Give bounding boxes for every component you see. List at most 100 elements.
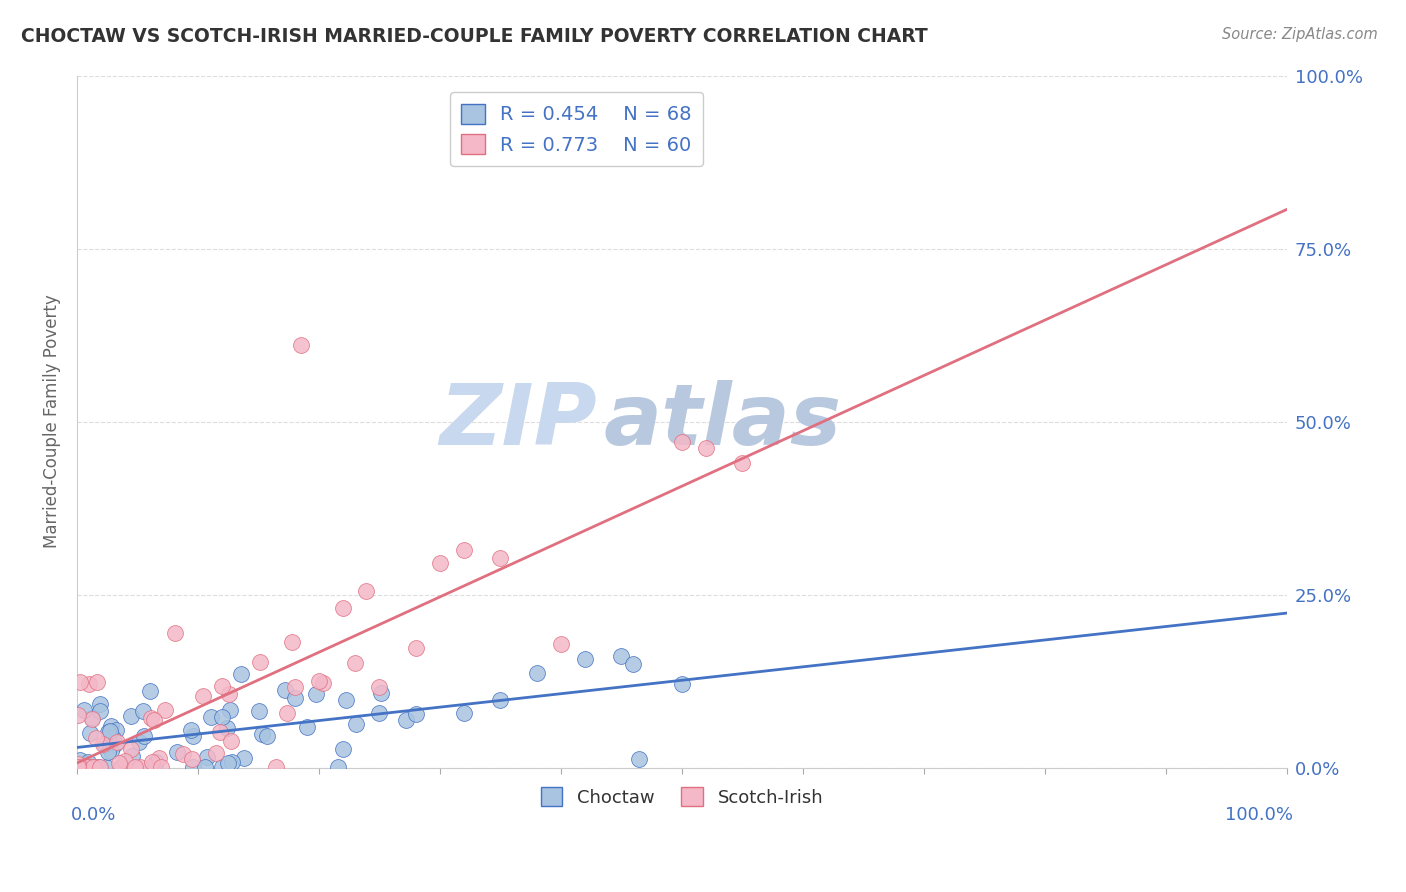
Point xyxy=(120,709,142,723)
Point xyxy=(405,641,427,656)
Point xyxy=(183,730,205,744)
Point xyxy=(114,754,136,768)
Point xyxy=(208,724,231,739)
Point xyxy=(526,665,548,680)
Point xyxy=(489,551,512,566)
Point xyxy=(89,760,111,774)
Point xyxy=(134,729,156,743)
Point xyxy=(368,706,391,720)
Point xyxy=(204,746,226,760)
Point xyxy=(335,693,357,707)
Point xyxy=(141,755,163,769)
Point xyxy=(97,745,120,759)
Point xyxy=(695,441,717,455)
Legend: Choctaw, Scotch-Irish: Choctaw, Scotch-Irish xyxy=(533,780,831,814)
Point xyxy=(110,760,132,774)
Point xyxy=(89,697,111,711)
Point xyxy=(312,676,335,690)
Point xyxy=(550,637,572,651)
Point xyxy=(249,655,271,669)
Point xyxy=(84,731,107,745)
Point xyxy=(100,719,122,733)
Point xyxy=(139,760,162,774)
Point xyxy=(101,731,124,746)
Point xyxy=(574,652,596,666)
Point xyxy=(191,689,214,703)
Point xyxy=(610,649,633,664)
Point xyxy=(83,760,105,774)
Point xyxy=(120,742,142,756)
Point xyxy=(77,677,100,691)
Point xyxy=(405,707,427,722)
Point xyxy=(219,703,242,717)
Point xyxy=(290,338,312,352)
Point xyxy=(281,635,304,649)
Point xyxy=(180,752,202,766)
Point xyxy=(332,742,354,756)
Point xyxy=(139,711,162,725)
Point xyxy=(79,726,101,740)
Point xyxy=(395,713,418,727)
Point xyxy=(180,723,202,737)
Point xyxy=(121,749,143,764)
Point xyxy=(89,704,111,718)
Point xyxy=(297,720,319,734)
Text: Source: ZipAtlas.com: Source: ZipAtlas.com xyxy=(1222,27,1378,42)
Point xyxy=(97,725,120,739)
Point xyxy=(453,542,475,557)
Point xyxy=(124,760,146,774)
Point xyxy=(105,735,128,749)
Point xyxy=(284,691,307,706)
Point xyxy=(129,760,152,774)
Point xyxy=(69,760,91,774)
Point xyxy=(67,760,90,774)
Point xyxy=(200,709,222,723)
Point xyxy=(69,675,91,690)
Point xyxy=(110,760,132,774)
Point xyxy=(332,601,354,615)
Point xyxy=(91,737,114,751)
Point xyxy=(84,760,107,774)
Point xyxy=(453,706,475,721)
Point xyxy=(671,435,693,450)
Point xyxy=(284,680,307,694)
Text: ZIP: ZIP xyxy=(440,380,598,463)
Point xyxy=(69,760,91,774)
Point xyxy=(69,753,91,767)
Point xyxy=(211,680,233,694)
Point xyxy=(489,693,512,707)
Point xyxy=(217,756,239,771)
Point xyxy=(104,723,127,738)
Point xyxy=(79,760,101,774)
Point xyxy=(370,685,392,699)
Point xyxy=(232,751,254,765)
Point xyxy=(67,708,90,723)
Point xyxy=(429,557,451,571)
Point xyxy=(67,760,90,774)
Text: CHOCTAW VS SCOTCH-IRISH MARRIED-COUPLE FAMILY POVERTY CORRELATION CHART: CHOCTAW VS SCOTCH-IRISH MARRIED-COUPLE F… xyxy=(21,27,928,45)
Point xyxy=(77,760,100,774)
Point xyxy=(145,756,167,770)
Point xyxy=(100,744,122,758)
Point xyxy=(172,747,194,761)
Point xyxy=(67,756,90,771)
Point xyxy=(219,733,242,747)
Point xyxy=(149,760,172,774)
Point xyxy=(231,667,253,681)
Point xyxy=(671,677,693,691)
Point xyxy=(77,756,100,770)
Point xyxy=(628,752,651,766)
Point xyxy=(139,684,162,698)
Point xyxy=(326,760,349,774)
Point xyxy=(256,729,278,743)
Point xyxy=(343,656,366,670)
Point xyxy=(96,760,118,774)
Point xyxy=(221,755,243,769)
Point xyxy=(247,705,270,719)
Point xyxy=(131,705,153,719)
Point xyxy=(103,737,125,751)
Point xyxy=(731,456,754,470)
Point xyxy=(148,751,170,765)
Point xyxy=(368,680,391,694)
Point xyxy=(108,756,131,771)
